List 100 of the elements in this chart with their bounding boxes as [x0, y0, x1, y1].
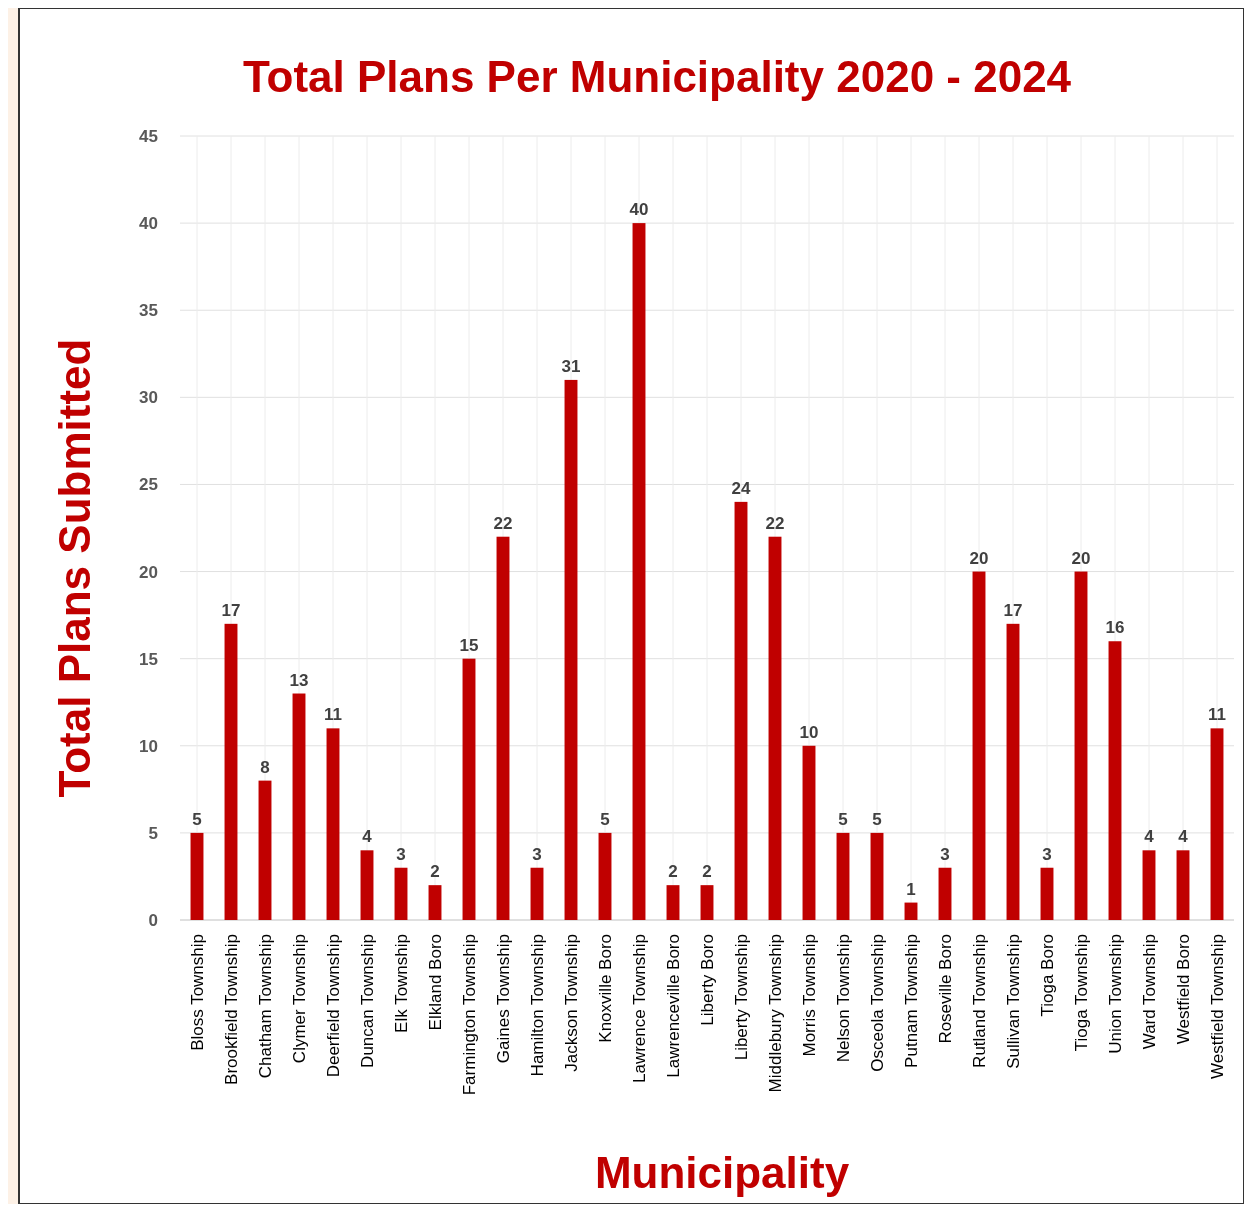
data-label: 10	[799, 722, 819, 742]
bar	[1108, 641, 1122, 920]
x-tick-label: Putnam Township	[902, 934, 921, 1068]
y-tick-label: 25	[139, 475, 158, 495]
bar	[666, 885, 680, 920]
x-tick-label: Westfield Township	[1208, 934, 1227, 1079]
x-tick-label: Union Township	[1106, 934, 1125, 1054]
data-label: 5	[872, 809, 882, 829]
y-tick-label: 35	[139, 301, 158, 321]
x-tick-label: Clymer Township	[290, 934, 309, 1064]
bar	[938, 867, 952, 920]
x-tick-label: Liberty Boro	[698, 934, 717, 1026]
bar	[394, 867, 408, 920]
data-label: 4	[1178, 827, 1189, 847]
y-tick-label: 15	[139, 649, 158, 669]
bar	[360, 850, 374, 920]
bar	[1006, 623, 1020, 920]
y-tick-label: 30	[139, 388, 158, 408]
data-label: 16	[1105, 618, 1125, 638]
bar	[700, 885, 714, 920]
x-tick-label: Chatham Township	[256, 934, 275, 1079]
bar	[292, 693, 306, 920]
data-label: 5	[600, 809, 610, 829]
bar	[530, 867, 544, 920]
x-axis-title: Municipality	[594, 1148, 850, 1197]
bar	[1142, 850, 1156, 920]
data-label: 3	[1042, 844, 1052, 864]
x-tick-label: Lawrenceville Boro	[664, 934, 683, 1078]
x-tick-label: Lawrence Township	[630, 934, 649, 1083]
data-label: 8	[260, 757, 270, 777]
data-label: 1	[906, 879, 916, 899]
data-label: 3	[396, 844, 406, 864]
x-tick-label: Brookfield Township	[222, 934, 241, 1085]
x-tick-label: Hamilton Township	[528, 934, 547, 1077]
bar	[224, 623, 238, 920]
y-tick-label: 10	[139, 736, 158, 756]
bar	[632, 223, 646, 920]
bar	[734, 501, 748, 920]
y-tick-label: 40	[139, 214, 158, 234]
bar	[496, 536, 510, 920]
bar	[802, 745, 816, 920]
data-label: 40	[629, 200, 649, 220]
data-label: 31	[561, 356, 581, 376]
data-label: 15	[459, 635, 479, 655]
bar	[972, 571, 986, 920]
data-label: 22	[765, 513, 785, 533]
x-tick-label: Osceola Township	[868, 934, 887, 1072]
y-tick-label: 20	[139, 562, 158, 582]
data-label: 22	[493, 513, 513, 533]
x-tick-label: Rutland Township	[970, 934, 989, 1068]
x-tick-label: Bloss Township	[188, 934, 207, 1051]
data-label: 20	[1071, 548, 1091, 568]
x-tick-label: Gaines Township	[494, 934, 513, 1064]
bar	[1040, 867, 1054, 920]
bar	[326, 728, 340, 920]
data-label: 20	[969, 548, 989, 568]
data-label: 4	[1144, 827, 1155, 847]
bar	[904, 902, 918, 920]
data-label: 17	[221, 600, 241, 620]
data-label: 5	[838, 809, 848, 829]
x-tick-label: Tioga Township	[1072, 934, 1091, 1052]
data-label: 2	[668, 862, 678, 882]
x-tick-label: Morris Township	[800, 934, 819, 1057]
data-label: 2	[430, 862, 440, 882]
x-tick-label: Knoxville Boro	[596, 934, 615, 1043]
x-tick-label: Elkland Boro	[426, 934, 445, 1031]
data-label: 2	[702, 862, 712, 882]
chart-title: Total Plans Per Municipality 2020 - 2024	[242, 52, 1072, 101]
data-label: 3	[532, 844, 542, 864]
data-label: 11	[324, 705, 342, 725]
x-tick-label: Middlebury Township	[766, 934, 785, 1093]
data-label: 4	[362, 827, 373, 847]
x-tick-label: Ward Township	[1140, 934, 1159, 1050]
bar	[462, 658, 476, 920]
data-label: 13	[289, 670, 309, 690]
bar	[1074, 571, 1088, 920]
y-axis-title: Total Plans Submitted	[50, 338, 99, 798]
bar	[870, 832, 884, 920]
x-tick-label: Tioga Boro	[1038, 934, 1057, 1017]
bar	[190, 832, 204, 920]
bar	[428, 885, 442, 920]
bar	[1176, 850, 1190, 920]
x-tick-label: Nelson Township	[834, 934, 853, 1063]
y-tick-label: 0	[148, 910, 158, 930]
data-label: 24	[731, 478, 751, 498]
x-tick-label: Jackson Township	[562, 934, 581, 1072]
bar	[598, 832, 612, 920]
y-tick-label: 45	[139, 126, 158, 146]
x-tick-label: Elk Township	[392, 934, 411, 1033]
y-tick-label: 5	[148, 823, 158, 843]
bar	[836, 832, 850, 920]
bar	[258, 780, 272, 920]
bar	[1210, 728, 1224, 920]
x-tick-label: Duncan Township	[358, 934, 377, 1068]
x-tick-label: Westfield Boro	[1174, 934, 1193, 1045]
x-tick-label: Farmington Township	[460, 934, 479, 1096]
data-label: 3	[940, 844, 950, 864]
x-tick-label: Sullivan Township	[1004, 934, 1023, 1069]
data-label: 17	[1003, 600, 1023, 620]
data-label: 11	[1208, 705, 1226, 725]
